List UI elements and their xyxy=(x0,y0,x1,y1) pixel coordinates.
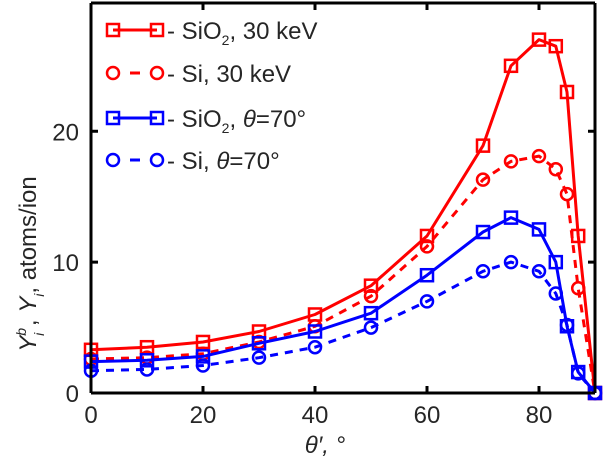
legend-marker xyxy=(105,152,121,168)
axes-layer xyxy=(89,1,597,395)
y-axis-label-sup: b xyxy=(13,328,29,336)
data-point xyxy=(195,349,211,364)
data-point xyxy=(531,264,547,279)
data-point xyxy=(363,278,379,293)
data-point xyxy=(419,267,435,283)
y-axis-label-sep: , xyxy=(15,313,42,333)
legend-marker xyxy=(105,22,121,38)
y-axis-label-rest: , atoms/ion xyxy=(15,176,42,293)
legend-label: - Si, 30 keV xyxy=(167,61,291,88)
legend-label-angle: =70° xyxy=(256,106,306,133)
data-point xyxy=(475,264,491,279)
data-point xyxy=(531,148,547,164)
y-axis-label: Yb i , Yi, atoms/ion xyxy=(13,176,47,351)
x-tick-label: 80 xyxy=(526,402,553,429)
legend-marker xyxy=(149,110,165,126)
data-point xyxy=(570,281,586,296)
legend-label-theta: θ xyxy=(243,106,256,133)
legend-label: - Si, θ=70° xyxy=(167,148,280,175)
data-point xyxy=(139,353,155,368)
data-point xyxy=(251,350,267,365)
series-line xyxy=(90,154,597,394)
series-layer xyxy=(83,32,603,401)
data-point xyxy=(307,339,323,355)
legend-label-suffix: , 30 keV xyxy=(229,18,317,45)
data-point xyxy=(548,38,564,54)
y-axis-label-sub2: i xyxy=(31,293,47,297)
legend-entry-3: - Si, θ=70° xyxy=(105,148,280,175)
x-tick-label: 60 xyxy=(414,402,441,429)
x-tick-label: 20 xyxy=(190,402,217,429)
legend-label: - SiO2, θ=70° xyxy=(167,106,306,136)
x-axis-label: θ′, ° xyxy=(305,432,346,459)
data-point xyxy=(531,32,547,47)
y-tick-label: 0 xyxy=(66,381,79,408)
legend-label-subscript: 2 xyxy=(222,32,230,48)
legend-marker xyxy=(105,110,121,126)
data-point xyxy=(195,358,211,373)
data-point xyxy=(559,186,575,202)
x-tick-label: 40 xyxy=(302,402,329,429)
ticks-layer: 0 20 40 60 80 0 10 20 xyxy=(52,3,595,429)
data-point xyxy=(503,210,519,225)
series-line xyxy=(90,216,597,394)
data-point xyxy=(503,254,519,270)
data-point xyxy=(419,294,435,309)
data-point xyxy=(419,228,435,244)
legend-label: - SiO2, 30 keV xyxy=(167,18,318,48)
legend-marker xyxy=(149,65,165,81)
data-point xyxy=(419,239,435,254)
data-point xyxy=(570,366,586,381)
data-point xyxy=(531,222,547,237)
y-tick-label: 20 xyxy=(52,119,79,146)
legend-label-text: - SiO xyxy=(167,18,222,45)
legend-marker xyxy=(105,65,121,81)
series-3 xyxy=(83,254,603,401)
data-point xyxy=(475,138,491,153)
legend-label-text: - Si, xyxy=(167,148,216,175)
data-point xyxy=(363,288,379,304)
legend-label-subscript: 2 xyxy=(222,120,230,136)
legend-label-theta: θ xyxy=(216,148,229,175)
x-tick-label: 0 xyxy=(84,402,97,429)
y-axis-label-sub1: i xyxy=(31,332,47,336)
data-point xyxy=(559,317,575,333)
legend-entry-0: - SiO2, 30 keV xyxy=(105,18,318,48)
data-point xyxy=(548,254,564,270)
data-point xyxy=(251,336,267,351)
data-point xyxy=(475,172,491,187)
legend-label-angle: =70° xyxy=(229,148,279,175)
legend-marker xyxy=(149,152,165,168)
legend-label-suffix: , xyxy=(229,106,242,133)
legend-entry-2: - SiO2, θ=70° xyxy=(105,106,306,136)
data-point xyxy=(548,286,564,301)
data-point xyxy=(548,161,564,177)
y-axis-label-y2: Y xyxy=(15,295,42,313)
legend-label-text: - Si, 30 keV xyxy=(167,61,291,88)
data-point xyxy=(139,362,155,377)
data-point xyxy=(363,305,379,321)
data-point xyxy=(559,84,575,100)
data-point xyxy=(363,320,379,335)
legend-marker xyxy=(149,22,165,38)
y-tick-label: 10 xyxy=(52,250,79,277)
data-point xyxy=(475,224,491,240)
data-point xyxy=(503,58,519,74)
legend: - SiO2, 30 keV - Si, 30 keV - SiO2, θ=70… xyxy=(105,18,318,175)
y-axis-label-y1: Y xyxy=(15,334,42,352)
data-point xyxy=(307,324,323,339)
legend-entry-1: - Si, 30 keV xyxy=(105,61,291,88)
series-line xyxy=(90,38,597,394)
x-axis-label-text: θ′, ° xyxy=(305,432,346,459)
series-line xyxy=(90,260,597,394)
data-point xyxy=(503,154,519,169)
legend-label-text: - SiO xyxy=(167,106,222,133)
